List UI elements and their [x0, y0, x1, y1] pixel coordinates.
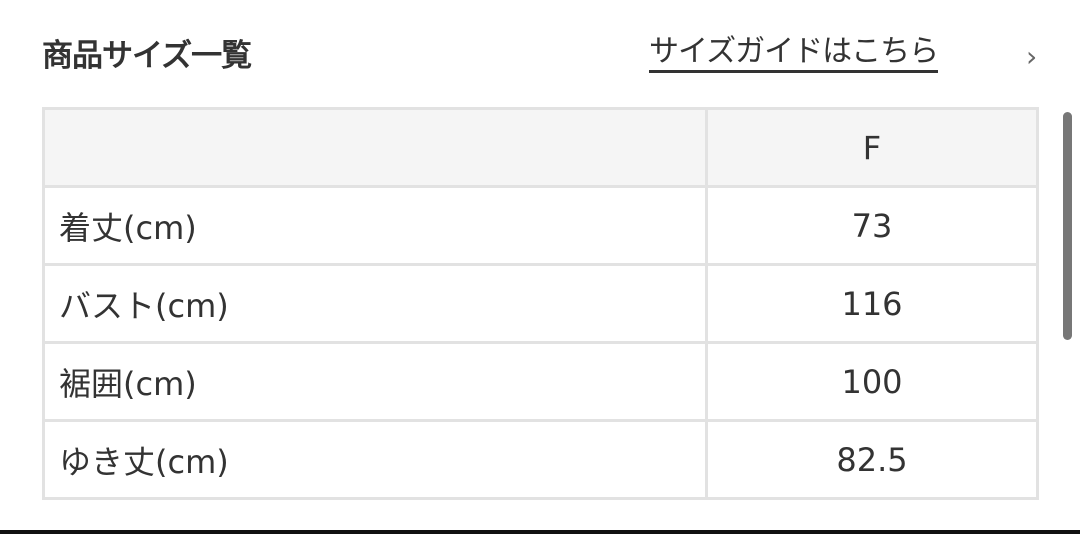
table-row: 裾囲(cm) 100 — [42, 341, 1039, 422]
row-label: 着丈(cm) — [42, 185, 708, 266]
chevron-right-icon[interactable]: › — [1026, 40, 1038, 73]
table-row: 着丈(cm) 73 — [42, 185, 1039, 266]
page-title: 商品サイズ一覧 — [42, 38, 252, 74]
table-row: バスト(cm) 116 — [42, 263, 1039, 344]
row-value: 82.5 — [705, 419, 1039, 500]
scrollbar[interactable] — [1063, 112, 1072, 340]
header-cell-size: F — [705, 107, 1039, 188]
row-value: 116 — [705, 263, 1039, 344]
table-row: ゆき丈(cm) 82.5 — [42, 419, 1039, 500]
row-value: 100 — [705, 341, 1039, 422]
row-label: 裾囲(cm) — [42, 341, 708, 422]
row-value: 73 — [705, 185, 1039, 266]
row-label: ゆき丈(cm) — [42, 419, 708, 500]
header-cell-empty — [42, 107, 708, 188]
size-table: F 着丈(cm) 73 バスト(cm) 116 裾囲(cm) 100 ゆき丈(c… — [42, 107, 1039, 500]
table-header-row: F — [42, 107, 1039, 188]
size-guide-link[interactable]: サイズガイドはこちら — [649, 34, 939, 73]
row-label: バスト(cm) — [42, 263, 708, 344]
bottom-divider — [0, 530, 1080, 534]
